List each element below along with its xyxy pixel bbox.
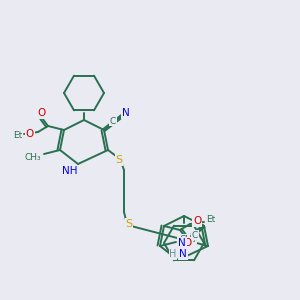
Text: C: C — [192, 230, 198, 239]
Text: H: H — [169, 249, 177, 259]
Text: N: N — [179, 249, 187, 259]
Text: N: N — [178, 238, 186, 248]
Text: O: O — [38, 108, 46, 118]
Text: O: O — [184, 238, 192, 248]
Text: NH: NH — [62, 166, 78, 176]
Text: O: O — [26, 129, 34, 139]
Text: S: S — [116, 155, 123, 165]
Text: CH₃: CH₃ — [180, 235, 196, 244]
Text: Et: Et — [206, 215, 215, 224]
Text: O: O — [193, 216, 201, 226]
Text: S: S — [125, 219, 133, 229]
Text: Et: Et — [13, 131, 22, 140]
Text: CH₃: CH₃ — [24, 154, 41, 163]
Text: C: C — [110, 116, 116, 125]
Text: N: N — [122, 108, 130, 118]
